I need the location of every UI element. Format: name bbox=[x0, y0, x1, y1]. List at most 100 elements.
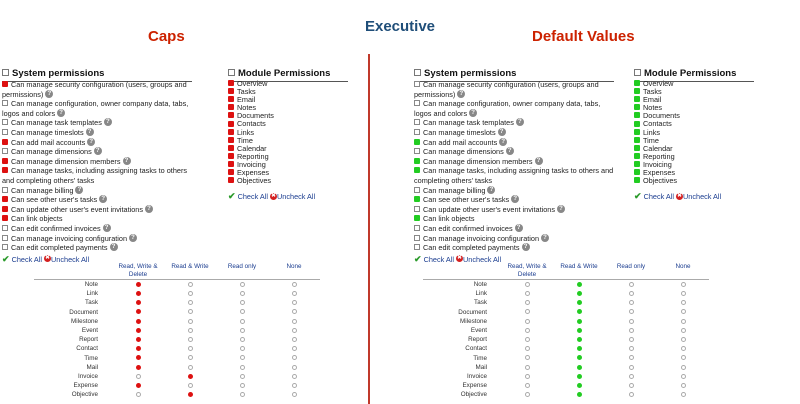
help-icon[interactable]: ? bbox=[457, 89, 466, 98]
module-checkbox[interactable] bbox=[634, 177, 640, 184]
permission-checkbox[interactable] bbox=[414, 215, 420, 222]
permission-radio[interactable] bbox=[187, 281, 193, 287]
help-icon[interactable]: ? bbox=[541, 233, 550, 242]
help-icon[interactable]: ? bbox=[469, 108, 478, 117]
permission-radio[interactable] bbox=[628, 346, 634, 352]
permission-radio[interactable] bbox=[524, 383, 530, 389]
permission-radio[interactable] bbox=[628, 327, 634, 333]
permission-radio[interactable] bbox=[680, 383, 686, 389]
collapse-toggle-icon[interactable] bbox=[228, 68, 235, 76]
permission-checkbox[interactable] bbox=[414, 100, 420, 107]
column-header[interactable]: Read, Write & Delete bbox=[112, 263, 164, 280]
module-checkbox[interactable] bbox=[634, 144, 640, 151]
permission-radio[interactable] bbox=[576, 346, 582, 352]
permission-radio[interactable] bbox=[135, 309, 141, 315]
permission-radio[interactable] bbox=[628, 318, 634, 324]
permission-radio[interactable] bbox=[524, 281, 530, 287]
permission-checkbox[interactable] bbox=[414, 138, 420, 145]
module-checkbox[interactable] bbox=[634, 120, 640, 127]
help-icon[interactable]: ? bbox=[87, 137, 96, 146]
module-checkbox[interactable] bbox=[228, 104, 234, 111]
permission-radio[interactable] bbox=[239, 355, 245, 361]
column-header[interactable]: Read only bbox=[605, 263, 657, 280]
permission-checkbox[interactable] bbox=[414, 205, 420, 212]
permission-checkbox[interactable] bbox=[414, 244, 420, 251]
permission-radio[interactable] bbox=[524, 291, 530, 297]
column-header[interactable]: Read & Write bbox=[164, 263, 216, 280]
module-checkbox[interactable] bbox=[228, 144, 234, 151]
uncheck-all-link[interactable]: Uncheck All bbox=[277, 192, 316, 202]
permission-radio[interactable] bbox=[524, 327, 530, 333]
help-icon[interactable]: ? bbox=[103, 118, 112, 127]
module-checkbox[interactable] bbox=[634, 88, 640, 95]
permission-radio[interactable] bbox=[524, 346, 530, 352]
permission-radio[interactable] bbox=[680, 373, 686, 379]
permission-checkbox[interactable] bbox=[2, 148, 8, 155]
permission-radio[interactable] bbox=[628, 309, 634, 315]
permission-radio[interactable] bbox=[239, 364, 245, 370]
permission-radio[interactable] bbox=[628, 355, 634, 361]
module-permissions-header[interactable]: Module Permissions bbox=[634, 68, 754, 82]
permission-radio[interactable] bbox=[628, 337, 634, 343]
permission-radio[interactable] bbox=[524, 309, 530, 315]
help-icon[interactable]: ? bbox=[99, 195, 108, 204]
permission-radio[interactable] bbox=[680, 291, 686, 297]
help-icon[interactable]: ? bbox=[145, 204, 154, 213]
permission-checkbox[interactable] bbox=[2, 244, 8, 251]
permission-radio[interactable] bbox=[187, 392, 193, 398]
permission-radio[interactable] bbox=[291, 281, 297, 287]
permission-radio[interactable] bbox=[291, 383, 297, 389]
module-checkbox[interactable] bbox=[228, 112, 234, 119]
permission-checkbox[interactable] bbox=[414, 186, 420, 193]
help-icon[interactable]: ? bbox=[534, 156, 543, 165]
permission-radio[interactable] bbox=[524, 300, 530, 306]
help-icon[interactable]: ? bbox=[511, 195, 520, 204]
help-icon[interactable]: ? bbox=[521, 243, 530, 252]
help-icon[interactable]: ? bbox=[75, 185, 84, 194]
permission-radio[interactable] bbox=[135, 364, 141, 370]
permission-radio[interactable] bbox=[291, 364, 297, 370]
module-checkbox[interactable] bbox=[228, 136, 234, 143]
module-permissions-header[interactable]: Module Permissions bbox=[228, 68, 348, 82]
help-icon[interactable]: ? bbox=[122, 156, 131, 165]
permission-checkbox[interactable] bbox=[414, 119, 420, 126]
permission-radio[interactable] bbox=[135, 392, 141, 398]
permission-checkbox[interactable] bbox=[414, 234, 420, 241]
module-checkbox[interactable] bbox=[634, 128, 640, 135]
permission-radio[interactable] bbox=[628, 281, 634, 287]
permission-checkbox[interactable] bbox=[414, 148, 420, 155]
permission-radio[interactable] bbox=[576, 373, 582, 379]
module-checkbox[interactable] bbox=[634, 96, 640, 103]
permission-radio[interactable] bbox=[135, 327, 141, 333]
permission-radio[interactable] bbox=[628, 300, 634, 306]
collapse-toggle-icon[interactable] bbox=[2, 68, 9, 76]
permission-radio[interactable] bbox=[135, 318, 141, 324]
help-icon[interactable]: ? bbox=[497, 128, 506, 137]
module-checkbox[interactable] bbox=[228, 128, 234, 135]
check-all-link[interactable]: Check All bbox=[237, 192, 268, 202]
permission-radio[interactable] bbox=[291, 373, 297, 379]
help-icon[interactable]: ? bbox=[487, 185, 496, 194]
module-checkbox[interactable] bbox=[634, 104, 640, 111]
module-checkbox[interactable] bbox=[228, 96, 234, 103]
permission-radio[interactable] bbox=[524, 373, 530, 379]
module-checkbox[interactable] bbox=[228, 152, 234, 159]
permission-checkbox[interactable] bbox=[414, 129, 420, 136]
module-checkbox[interactable] bbox=[634, 112, 640, 119]
permission-radio[interactable] bbox=[239, 383, 245, 389]
column-header[interactable]: Read, Write & Delete bbox=[501, 263, 553, 280]
permission-checkbox[interactable] bbox=[414, 196, 420, 203]
module-checkbox[interactable] bbox=[228, 88, 234, 95]
permission-radio[interactable] bbox=[524, 337, 530, 343]
help-icon[interactable]: ? bbox=[515, 118, 524, 127]
module-checkbox[interactable] bbox=[228, 80, 234, 87]
permission-checkbox[interactable] bbox=[2, 167, 8, 174]
system-permissions-header[interactable]: System permissions bbox=[414, 68, 614, 82]
permission-checkbox[interactable] bbox=[414, 167, 420, 174]
uncheck-all-link[interactable]: Uncheck All bbox=[683, 192, 722, 202]
permission-checkbox[interactable] bbox=[2, 157, 8, 164]
help-icon[interactable]: ? bbox=[514, 223, 523, 232]
collapse-toggle-icon[interactable] bbox=[414, 68, 421, 76]
permission-radio[interactable] bbox=[576, 392, 582, 398]
permission-radio[interactable] bbox=[187, 364, 193, 370]
